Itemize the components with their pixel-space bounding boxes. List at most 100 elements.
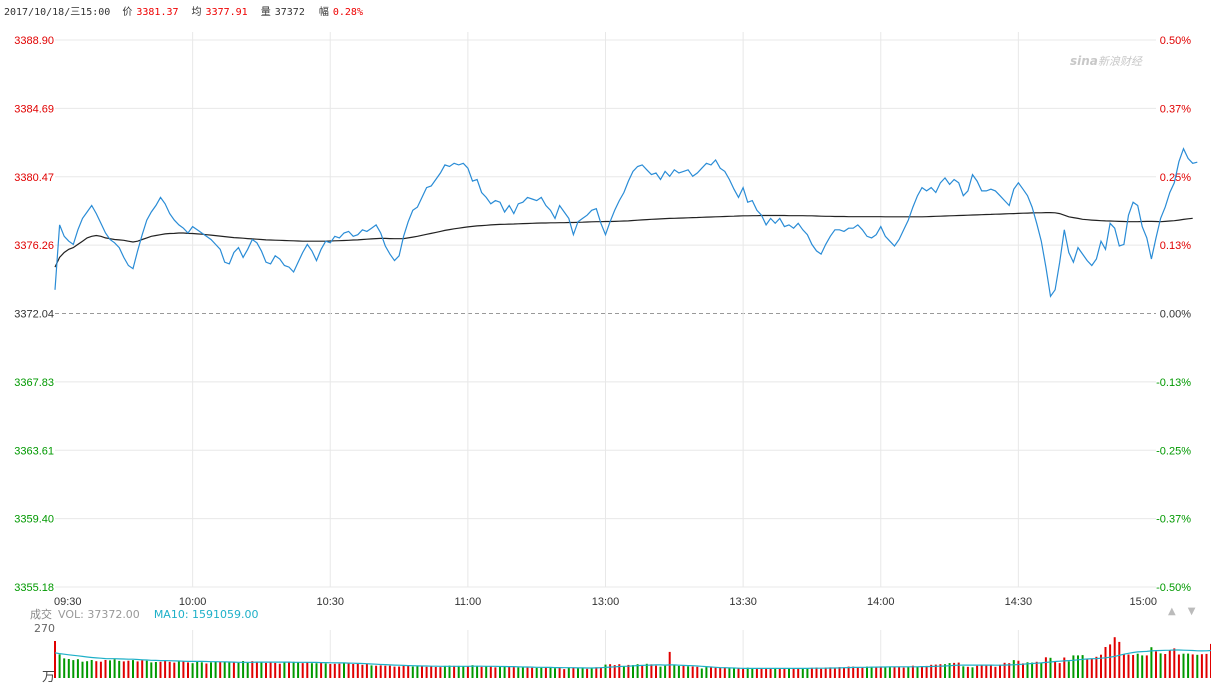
volume-bar [806, 668, 809, 678]
y-tick-right: 0.50% [1160, 35, 1191, 47]
volume-bar [710, 667, 712, 678]
volume-bar [1141, 655, 1144, 678]
y-tick-right: 0.00% [1160, 309, 1191, 321]
volume-bar [67, 659, 70, 678]
volume-bar [563, 669, 566, 678]
volume-bar [86, 661, 89, 678]
volume-bar [751, 668, 754, 678]
volume-bar [884, 667, 887, 678]
volume-bar [503, 667, 506, 678]
volume-bar [104, 660, 107, 678]
volume-bar [1017, 660, 1020, 678]
volume-bar [1177, 654, 1180, 678]
y-axis-labels: 3388.90 0.50%3384.69 0.37%3380.47 0.25%3376… [14, 35, 1191, 594]
y-tick-right: -0.50% [1156, 582, 1191, 594]
volume-bar [1040, 662, 1043, 678]
volume-bar [407, 665, 410, 678]
volume-bar [237, 662, 240, 678]
volume-bar [700, 668, 703, 678]
volume-bar [636, 664, 639, 678]
price-value: 3381.37 [136, 7, 179, 18]
x-tick: 13:30 [729, 596, 757, 608]
volume-bar [599, 668, 602, 678]
volume-bar [1067, 661, 1070, 678]
y-tick-left: 3380.47 [14, 172, 54, 184]
volume-bar [976, 665, 979, 678]
volume-bar [200, 662, 203, 678]
volume-bar [535, 667, 538, 678]
volume-bar [210, 662, 212, 678]
volume-bar [214, 661, 217, 678]
volume-bar [278, 663, 281, 678]
x-axis-labels: 09:30 10:00 10:30 11:00 13:00 13:30 14:00 14:30… [54, 596, 1157, 608]
volume-bar [159, 661, 162, 678]
volume-bar [425, 666, 428, 678]
expand-down-icon[interactable]: ▼ [1187, 606, 1196, 617]
volume-unit: 万 [42, 670, 56, 685]
y-tick-right: 0.13% [1160, 240, 1191, 252]
volume-bar [939, 664, 942, 678]
volume-bar [90, 660, 93, 678]
volume-bar [1090, 658, 1093, 678]
chart-grid [55, 32, 1156, 678]
header-quote: 2017/10/18/三15:00 价 3381.37 均 3377.91 量 373… [4, 3, 370, 18]
volume-bar [443, 665, 446, 678]
volume-bar [1127, 654, 1130, 678]
volume-bar [333, 663, 336, 678]
collapse-up-icon[interactable]: ▲ [1168, 606, 1176, 617]
volume-bar [58, 654, 61, 678]
volume-bar [934, 664, 937, 678]
volume-bar [829, 667, 832, 678]
avg-label: 均 [191, 7, 202, 18]
volume-bar [1095, 656, 1098, 678]
volume-bar [145, 660, 148, 678]
volume-bar [457, 665, 460, 678]
volume-bar [1155, 651, 1157, 678]
volume-bar [242, 661, 245, 678]
volume-bar [136, 661, 139, 678]
volume-bar [902, 667, 905, 678]
volume-bar [898, 666, 901, 678]
volume-bar [1049, 657, 1052, 678]
volume-bar [971, 667, 974, 678]
change-value: 0.28% [332, 7, 363, 18]
volume-bar [526, 667, 529, 678]
volume-bar [1182, 653, 1185, 678]
volume-bar [1035, 661, 1038, 678]
volume-bar [1191, 654, 1194, 678]
volume-bar [127, 660, 130, 678]
price-line [54, 147, 1198, 298]
volume-bar [1100, 654, 1102, 678]
volume-bar [411, 666, 414, 678]
average-price-line [54, 212, 1193, 268]
volume-bar [558, 667, 561, 678]
volume-bar [705, 667, 708, 678]
volume-bar [384, 665, 387, 678]
volume-bar [788, 668, 790, 678]
volume-bar [356, 663, 359, 678]
volume-bar [815, 667, 818, 678]
x-tick: 14:00 [867, 596, 895, 608]
y-tick-right: -0.25% [1156, 445, 1191, 457]
volume-bar [838, 667, 841, 678]
volume-bar [343, 662, 345, 678]
volume-bar [696, 666, 699, 678]
volume-bar [856, 667, 859, 678]
volume-bar [1145, 655, 1148, 678]
volume-bar [645, 663, 648, 678]
volume-bar [365, 663, 368, 678]
volume-bar [76, 659, 79, 678]
volume-bar [1173, 648, 1176, 678]
volume-bar [572, 667, 575, 678]
volume-bar [714, 667, 717, 678]
volume-bar [1196, 654, 1199, 678]
volume-bar [517, 667, 520, 678]
volume-bar [719, 667, 722, 678]
volume-bar [613, 665, 616, 678]
volume-bar [1063, 657, 1066, 678]
volume-bar [655, 665, 657, 678]
volume-bar [205, 663, 208, 678]
sina-logo: sina新浪财经 [1070, 53, 1142, 69]
volume-bar [824, 667, 827, 678]
y-tick-left: 3372.04 [14, 309, 54, 321]
